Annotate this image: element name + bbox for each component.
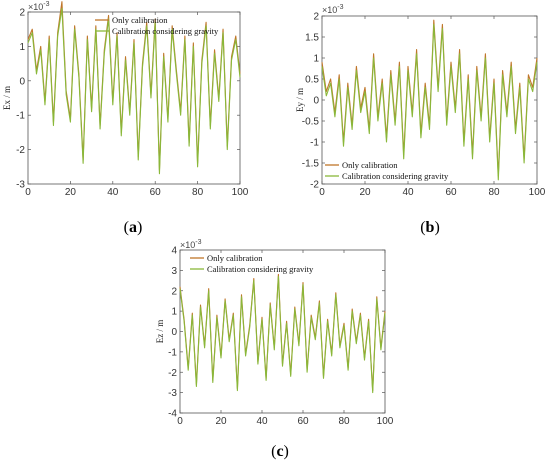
y-exponent-label: ×10-3 [180,239,202,250]
y-tick-label: -2 [16,145,25,156]
y-tick-label: 1 [313,54,319,65]
y-exponent-power: -3 [337,4,343,11]
y-tick-label: 3 [171,266,177,277]
y-tick-label: -3 [16,180,25,191]
x-tick-label: 0 [25,187,31,198]
x-tick-label: 100 [232,187,249,198]
x-tick-label: 20 [359,187,371,198]
x-tick-label: 100 [377,416,394,427]
legend-entry: Only calibration [207,253,263,263]
y-axis-label: Ez / m [155,320,165,344]
y-tick-label: 2 [313,12,319,23]
legend-entry: Calibration considering gravity [112,26,219,36]
y-tick-label: 0 [313,96,319,107]
y-tick-label: -0.5 [302,117,320,128]
legend-entry: Only calibration [112,15,168,25]
panel-caption: (a) [124,219,143,236]
series-line-calibration-considering-gravity [179,275,386,394]
y-tick-label: -2 [168,368,177,379]
y-tick-label: -3 [168,388,177,399]
y-tick-label: -1 [310,138,319,149]
y-tick-label: 0 [171,327,177,338]
x-tick-label: 80 [338,416,350,427]
x-tick-label: 0 [319,187,325,198]
y-axis-label: Ey / m [295,88,305,112]
y-tick-label: 4 [171,246,177,257]
x-tick-label: 80 [192,187,204,198]
y-tick-label: 0.5 [305,75,319,86]
x-tick-label: 40 [107,187,119,198]
y-tick-label: -1 [168,347,177,358]
y-tick-label: 1 [171,307,177,318]
y-tick-label: 2 [19,8,25,19]
y-exponent-label: ×10-3 [28,1,50,12]
y-tick-label: 2 [171,286,177,297]
panel-caption: (c) [271,443,289,460]
x-tick-label: 40 [256,416,268,427]
y-exponent-power: -3 [43,1,49,8]
chart-panel-c: 0 20 40 60 80 100 -4 -3 -2 -1 0 1 2 3 4×10-3 Ez / m Only… [155,239,394,460]
y-tick-label: -1 [16,111,25,122]
panel-caption: (b) [420,219,440,236]
y-tick-label: -4 [168,409,177,420]
x-tick-label: 20 [215,416,227,427]
y-tick-label: 1.5 [305,33,319,44]
series-line-calibration-considering-gravity [321,23,538,181]
y-axis-label: Ex / m [2,86,12,110]
plot-frame [27,11,241,185]
chart-panel-b: 0 20 40 60 80 100 -2 -1.5 -1 -0.5 0 0.5 1 1.5 2×10-3 Ey… [295,4,546,236]
y-exponent-power: -3 [195,239,201,246]
legend-entry: Only calibration [342,160,398,170]
y-tick-label: -1.5 [302,159,320,170]
x-tick-label: 60 [297,416,309,427]
y-tick-label: 1 [19,42,25,53]
legend-entry: Calibration considering gravity [207,264,314,274]
x-tick-label: 0 [177,416,183,427]
y-tick-label: -2 [310,180,319,191]
x-tick-label: 80 [488,187,500,198]
chart-panel-a: 0 20 40 60 80 100 -3 -2 -1 0 1 2×10-3 Ex / m Only cal… [2,1,249,236]
x-tick-label: 60 [445,187,457,198]
x-tick-label: 100 [529,187,546,198]
series-line-calibration-considering-gravity [27,8,241,175]
legend-entry: Calibration considering gravity [342,171,449,181]
y-exponent-label: ×10-3 [322,4,344,15]
y-tick-label: 0 [19,76,25,87]
x-tick-label: 40 [402,187,414,198]
x-tick-label: 60 [150,187,162,198]
x-tick-label: 20 [65,187,77,198]
